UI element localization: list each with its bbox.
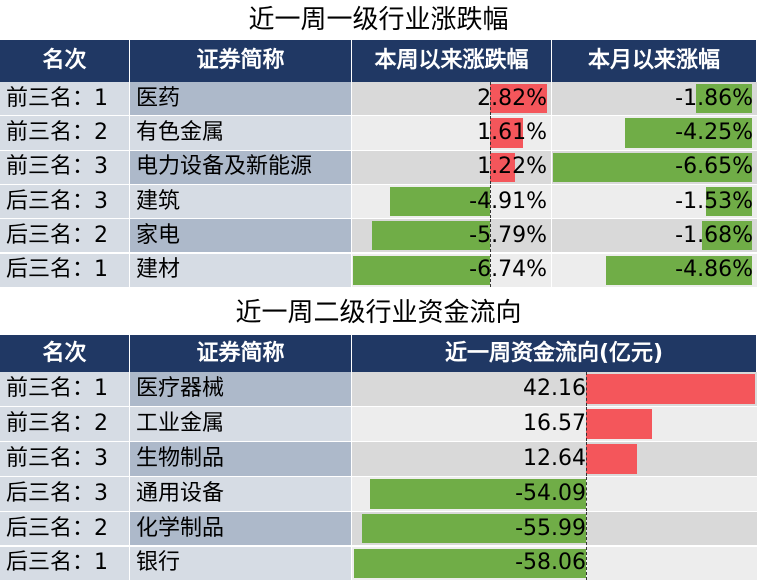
data-bar [362,513,586,544]
table-title: 近一周一级行业涨跌幅 [248,5,509,35]
zero-line [586,406,587,441]
data-bar [353,255,490,285]
data-bar [706,186,752,217]
value-cell [352,441,757,476]
rank-cell: 前三名：2 [0,116,129,150]
value-label: -54.09 [515,480,586,506]
zero-line [586,476,587,511]
rank-cell: 后三名：3 [0,184,129,219]
value-label: 1.61% [477,119,547,145]
rank-cell: 前三名：1 [0,82,129,116]
value-label: 1.22% [477,154,547,180]
data-bar [552,152,752,182]
rank-cell: 后三名：1 [0,253,129,287]
name-cell: 生物制品 [130,441,351,476]
data-bar [490,152,515,182]
name-cell: 工业金属 [130,406,351,441]
rank-cell: 前三名：1 [0,372,129,406]
rank-cell: 后三名：3 [0,476,129,511]
data-bar [490,118,523,148]
name-cell: 家电 [130,219,351,253]
data-bar [696,84,752,114]
zero-line [586,372,587,406]
rank-cell: 前三名：3 [0,441,129,476]
value-label: -4.86% [675,257,753,283]
zero-line [490,253,491,287]
data-bar [586,408,653,439]
name-cell: 化学制品 [130,511,351,546]
data-bar [586,443,637,474]
zero-line [586,441,587,476]
name-cell: 医药 [130,82,351,116]
zero-line [586,511,587,546]
value-label: -6.65% [675,154,753,180]
name-cell: 通用设备 [130,476,351,511]
table-title: 近一周二级行业资金流向 [235,297,522,328]
data-bar [369,478,586,509]
value-cell [352,150,551,184]
header-cell: 名次 [0,40,130,82]
zero-line [490,82,491,116]
rank-cell: 后三名：2 [0,219,129,253]
rank-cell: 前三名：2 [0,406,129,441]
zero-line [490,150,491,184]
zero-line [490,116,491,150]
name-cell: 有色金属 [130,116,351,150]
name-cell: 建材 [130,253,351,287]
value-label: 42.16 [523,375,586,401]
data-bar [372,221,490,251]
value-label: -5.79% [469,222,547,248]
name-cell: 银行 [130,546,351,581]
header-cell: 本周以来涨跌幅 [352,40,552,82]
value-cell [352,406,757,441]
value-label: -1.53% [675,188,753,214]
header-cell: 本月以来涨幅 [552,40,757,82]
value-label: -4.91% [469,188,547,214]
data-bar [701,221,752,251]
header-cell: 名次 [0,335,130,372]
zero-line [586,546,587,581]
zero-line [490,219,491,253]
name-cell: 医疗器械 [130,372,351,406]
rank-cell: 前三名：3 [0,150,129,184]
name-cell: 建筑 [130,184,351,219]
data-bar [606,255,752,285]
value-label: -55.99 [515,515,586,541]
name-cell: 电力设备及新能源 [130,150,351,184]
data-bar [490,84,548,114]
header-cell: 证券简称 [130,335,352,372]
rank-cell: 后三名：2 [0,511,129,546]
value-label: 2.82% [477,85,547,111]
value-label: -58.06 [515,550,586,576]
data-bar [353,548,586,579]
value-label: 16.57 [523,410,586,436]
header-cell: 近一周资金流向(亿元) [352,335,757,372]
value-label: -1.68% [675,222,753,248]
data-bar [624,118,752,148]
value-label: -4.25% [675,119,753,145]
value-label: 12.64 [523,445,586,471]
value-label: -1.86% [675,85,753,111]
header-cell: 证券简称 [130,40,352,82]
zero-line [490,184,491,219]
data-bar [586,374,755,404]
value-label: -6.74% [469,257,547,283]
rank-cell: 后三名：1 [0,546,129,581]
data-bar [390,186,490,217]
